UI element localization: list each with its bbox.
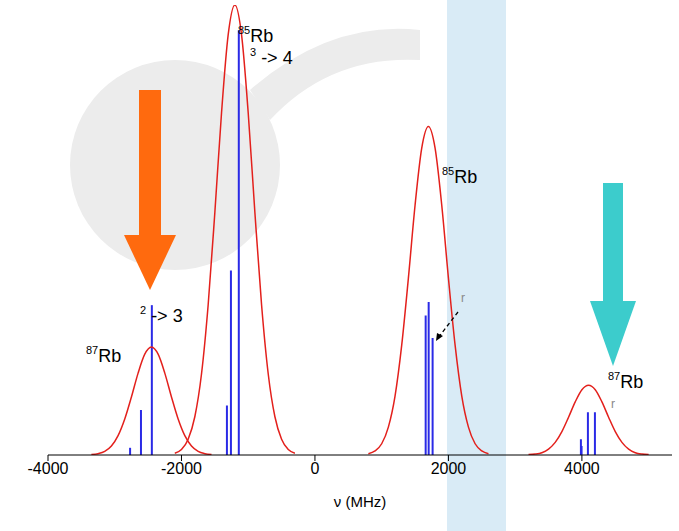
svg-text:85Rb: 85Rb [442,165,477,187]
svg-text:4000: 4000 [564,460,600,477]
svg-text:-2000: -2000 [161,460,202,477]
svg-text:0: 0 [310,460,319,477]
svg-text:87Rb: 87Rb [86,344,121,366]
svg-text:87Rb: 87Rb [608,370,643,392]
svg-text:ν (MHz): ν (MHz) [334,493,387,510]
svg-text:2000: 2000 [431,460,467,477]
svg-text:r: r [461,291,465,305]
svg-text:2 -> 3: 2 -> 3 [140,304,183,326]
svg-text:r: r [611,397,615,411]
svg-text:3 -> 4: 3 -> 4 [250,46,293,68]
svg-text:85Rb: 85Rb [238,24,273,46]
svg-text:-4000: -4000 [28,460,69,477]
